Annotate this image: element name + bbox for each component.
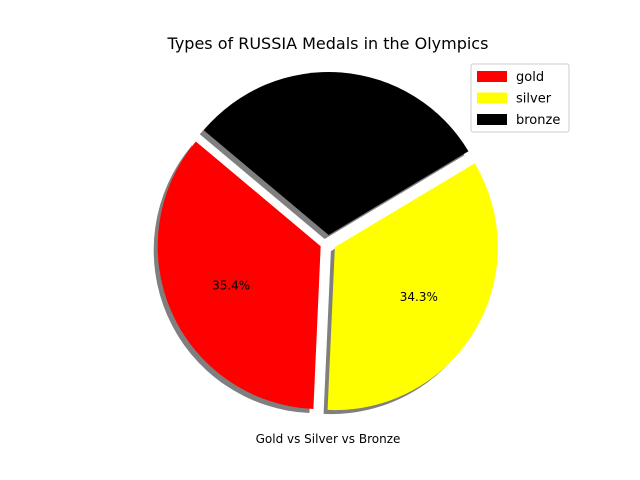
x-axis-label: Gold vs Silver vs Bronze (256, 432, 401, 446)
pie-group: 35.4% 34.3% (153, 72, 498, 415)
pie-slice-bronze (203, 72, 469, 236)
legend: gold silver bronze (470, 63, 570, 133)
legend-label-gold: gold (516, 70, 544, 85)
legend-swatch-bronze (477, 114, 507, 125)
legend-label-bronze: bronze (516, 113, 560, 128)
pie-slice-gold (157, 141, 321, 410)
legend-swatch-gold (477, 71, 507, 82)
legend-label-silver: silver (516, 92, 552, 107)
legend-items: gold silver bronze (477, 70, 560, 128)
legend-swatch-silver (477, 92, 507, 104)
slice-label-gold: 35.4% (212, 279, 250, 293)
pie-slice-silver (327, 163, 498, 411)
chart-title: Types of RUSSIA Medals in the Olympics (167, 34, 489, 53)
slice-label-silver: 34.3% (400, 290, 438, 304)
